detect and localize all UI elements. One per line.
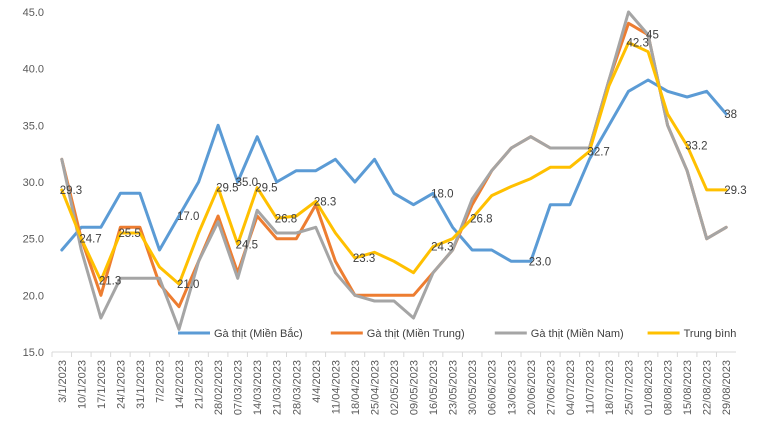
x-tick-label: 07/03/2023 — [233, 360, 245, 415]
data-label: 38 — [724, 109, 737, 121]
data-label: 26.8 — [470, 213, 492, 225]
x-tick-label: 23/05/2023 — [448, 360, 460, 415]
data-label: 42.3 — [627, 38, 649, 50]
legend-label: Gà thịt (Miền Bắc) — [214, 327, 303, 340]
data-label: 29.5 — [216, 183, 238, 195]
x-tick-label: 13/06/2023 — [506, 360, 518, 415]
x-tick-label: 02/05/2023 — [389, 360, 401, 415]
x-tick-label: 29/08/2023 — [721, 360, 733, 415]
x-tick-label: 7/2/2023 — [154, 360, 166, 403]
x-tick-label: 18/07/2023 — [604, 360, 616, 415]
x-tick-label: 28/02/2023 — [213, 360, 225, 415]
series-line-2 — [60, 10, 728, 331]
x-tick-label: 11/07/2023 — [584, 360, 596, 414]
data-label: 28.3 — [314, 196, 336, 208]
x-tick-label: 14/2/2023 — [174, 360, 186, 409]
legend-label: Trung bình — [684, 328, 737, 340]
x-tick-label: 10/1/2023 — [76, 360, 88, 409]
legend-label: Gà thịt (Miền Nam) — [531, 328, 624, 340]
series-line-3 — [60, 41, 728, 286]
y-tick-label: 45.0 — [23, 7, 44, 19]
data-label: 45 — [646, 30, 659, 42]
legend-label: Gà thịt (Miền Trung) — [367, 328, 465, 340]
x-tick-label: 15/08/2023 — [682, 360, 694, 415]
x-axis: 3/1/2023 10/1/2023 17/1/2023 24/1/2023 31/1/… — [51, 351, 736, 415]
data-label: 29.3 — [724, 185, 746, 197]
x-tick-label: 3/1/2023 — [57, 360, 69, 403]
x-tick-label: 24/1/2023 — [115, 360, 127, 409]
y-tick-label: 30.0 — [23, 177, 44, 189]
x-tick-label: 20/06/2023 — [526, 360, 538, 415]
x-tick-label: 06/06/2023 — [487, 360, 499, 415]
series-line-0 — [60, 78, 728, 263]
x-tick-label: 17/1/2023 — [96, 360, 108, 409]
data-label: 18.0 — [431, 188, 453, 200]
data-label: 33.2 — [685, 141, 707, 153]
x-tick-label: 11/04/2023 — [330, 360, 342, 414]
x-tick-label: 04/07/2023 — [565, 360, 577, 415]
x-tick-label: 22/08/2023 — [702, 360, 714, 415]
y-tick-label: 25.0 — [23, 234, 44, 246]
data-label: 21.3 — [99, 276, 121, 288]
x-tick-label: 27/06/2023 — [545, 360, 557, 415]
legend: Gà thịt (Miền Bắc) Gà thịt (Miền Trung) Gà… — [178, 327, 736, 340]
x-tick-label: 25/07/2023 — [624, 360, 636, 415]
data-label: 35.0 — [236, 177, 258, 189]
x-tick-label: 09/05/2023 — [409, 360, 421, 415]
x-tick-label: 14/03/2023 — [252, 360, 264, 415]
x-tick-label: 30/05/2023 — [467, 360, 479, 415]
y-tick-label: 40.0 — [23, 64, 44, 76]
x-tick-label: 31/1/2023 — [135, 360, 147, 409]
x-tick-label: 18/04/2023 — [350, 360, 362, 415]
data-label: 26.8 — [275, 213, 297, 225]
data-label: 24.3 — [431, 242, 453, 254]
x-tick-label: 25/04/2023 — [369, 360, 381, 415]
data-label: 23.0 — [529, 256, 551, 268]
data-label: 23.3 — [353, 253, 375, 265]
x-tick-label: 16/05/2023 — [428, 360, 440, 415]
y-tick-label: 35.0 — [23, 120, 44, 132]
data-label: 29.3 — [60, 185, 82, 197]
series-lines — [60, 10, 728, 331]
x-tick-label: 4/4/2023 — [311, 360, 323, 403]
data-label: 17.0 — [177, 211, 199, 223]
y-tick-label: 20.0 — [23, 290, 44, 302]
y-tick-label: 15.0 — [23, 347, 44, 359]
series-line-1 — [60, 21, 728, 309]
data-label: 29.5 — [255, 183, 277, 195]
data-label: 25.5 — [118, 228, 140, 240]
data-labels: 29.3 24.7 21.3 25.5 21.0 17.0 29.5 24.5 35.029.5… — [60, 30, 747, 291]
data-label: 21.0 — [177, 279, 199, 291]
x-tick-label: 01/08/2023 — [643, 360, 655, 415]
x-tick-label: 21/03/2023 — [272, 360, 284, 415]
x-tick-label: 21/2/2023 — [194, 360, 206, 409]
data-label: 24.5 — [236, 239, 258, 251]
x-tick-label: 08/08/2023 — [663, 360, 675, 415]
data-label: 24.7 — [79, 234, 101, 246]
data-label: 32.7 — [587, 146, 609, 158]
x-tick-label: 28/03/2023 — [291, 360, 303, 415]
y-axis: 15.0 20.0 25.0 30.0 35.0 40.0 45.0 — [23, 7, 44, 359]
